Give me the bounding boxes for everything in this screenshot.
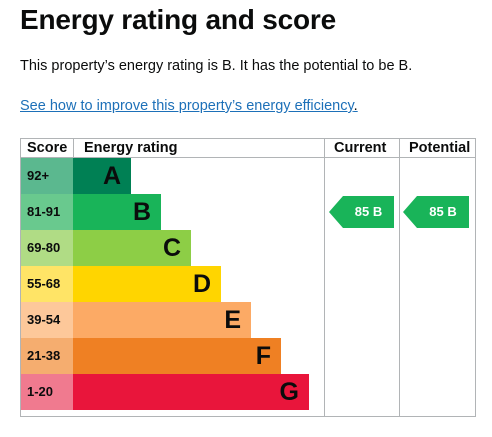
- improve-efficiency-link-container: See how to improve this property’s energ…: [20, 98, 358, 114]
- current-column-divider: [324, 139, 325, 416]
- band-bar-f: F: [73, 338, 281, 374]
- potential-column-divider: [399, 139, 400, 416]
- potential-marker-shape: [403, 196, 469, 228]
- band-letter-b: B: [132, 198, 151, 226]
- current-rating-marker: 85 B: [329, 194, 394, 230]
- header-divider: [21, 157, 475, 158]
- rating-summary: This property’s energy rating is B. It h…: [20, 58, 413, 74]
- page-title: Energy rating and score: [20, 4, 336, 35]
- band-score-g: 1-20: [21, 374, 73, 410]
- header-score: Score: [27, 140, 68, 156]
- band-score-d: 55-68: [21, 266, 73, 302]
- band-letter-g: G: [279, 378, 299, 406]
- band-bar-g: G: [73, 374, 309, 410]
- band-bar-a: A: [73, 158, 131, 194]
- potential-rating-marker: 85 B: [403, 194, 469, 230]
- band-bar-e: E: [73, 302, 251, 338]
- band-score-c: 69-80: [21, 230, 73, 266]
- band-score-e: 39-54: [21, 302, 73, 338]
- link-trailing-period: .: [353, 98, 358, 114]
- header-potential: Potential: [409, 140, 471, 156]
- band-score-a: 92+: [21, 158, 73, 194]
- current-marker-shape: [329, 196, 394, 228]
- band-letter-e: E: [224, 306, 241, 334]
- band-letter-a: A: [102, 162, 121, 190]
- header-current: Current: [334, 140, 387, 156]
- band-score-b: 81-91: [21, 194, 73, 230]
- band-bar-c: C: [73, 230, 191, 266]
- header-energy-rating: Energy rating: [84, 140, 178, 156]
- current-rating-label: 85 B: [354, 204, 383, 219]
- band-letter-d: D: [192, 270, 211, 298]
- energy-rating-chart: Score Energy rating Current Potential 92…: [20, 138, 476, 417]
- band-bar-b: B: [73, 194, 161, 230]
- header-column-divider: [73, 139, 74, 157]
- band-bar-d: D: [73, 266, 221, 302]
- improve-efficiency-link[interactable]: See how to improve this property’s energ…: [20, 98, 354, 114]
- band-letter-c: C: [162, 234, 181, 262]
- band-score-f: 21-38: [21, 338, 73, 374]
- band-letter-f: F: [255, 342, 271, 370]
- potential-rating-label: 85 B: [429, 204, 457, 219]
